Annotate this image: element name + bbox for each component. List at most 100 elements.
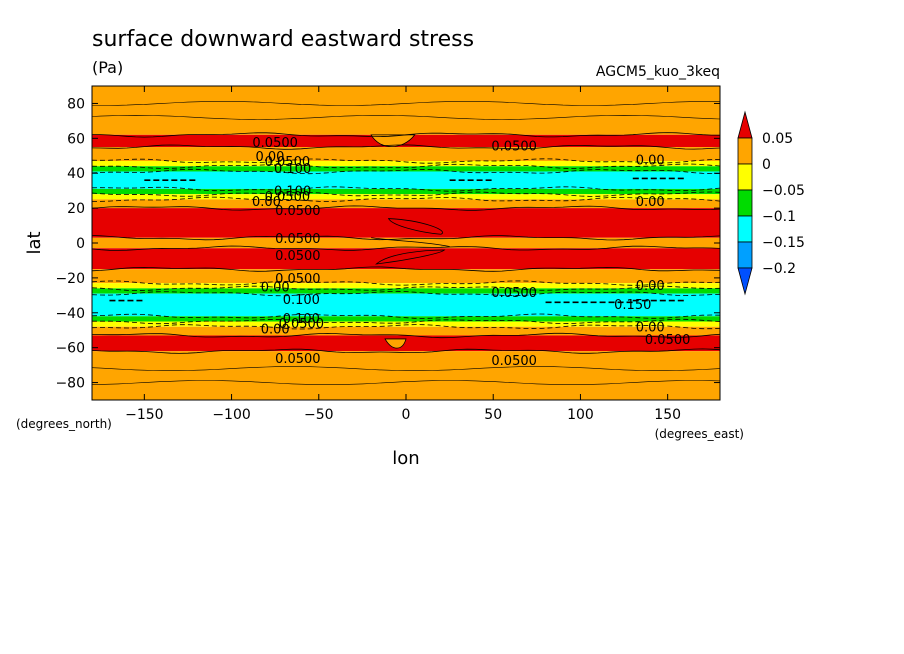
contour-line-17 xyxy=(92,324,720,330)
south-jet-gap xyxy=(384,338,407,349)
colorbar: 0.05 0 −0.05 −0.1 −0.15 −0.2 xyxy=(737,110,805,296)
contour-label-16: 0.00 xyxy=(636,279,665,294)
contour-line-13 xyxy=(92,285,720,292)
x-tick-label-3: 0 xyxy=(402,407,411,423)
y-axis: 80 60 40 20 0 −20 −40 −60 −80 xyxy=(55,96,720,392)
contour-line-16 xyxy=(92,318,720,325)
contour-line-11 xyxy=(92,266,720,272)
contour-line-6 xyxy=(92,191,720,197)
contour-label-5: 0.100 xyxy=(274,162,311,177)
colorbar-label-2: −0.05 xyxy=(762,183,805,199)
contour-label-2: 0.00 xyxy=(255,150,284,165)
band-16 xyxy=(92,316,720,322)
y-tick-label-6: −40 xyxy=(55,306,85,322)
stress-bands xyxy=(92,86,720,400)
map-features xyxy=(109,134,686,349)
band-15 xyxy=(92,293,720,317)
outer-contour-2 xyxy=(92,366,720,372)
band-14 xyxy=(92,288,720,294)
band-6 xyxy=(92,188,720,195)
band-18 xyxy=(92,326,720,336)
outer-contour-3 xyxy=(92,380,720,385)
band-19 xyxy=(92,335,720,352)
contour-label-20: 0.0500 xyxy=(279,317,325,332)
contour-line-4 xyxy=(92,168,720,175)
south-equatorial-contour xyxy=(375,249,446,265)
contour-lines xyxy=(92,101,720,385)
band-5 xyxy=(92,171,720,189)
contour-label-12: 0.0500 xyxy=(275,249,321,264)
north-jet-gap xyxy=(370,134,416,148)
contour-line-8 xyxy=(92,205,720,211)
colorbar-label-5: −0.2 xyxy=(762,261,796,277)
x-tick-label-6: 150 xyxy=(654,407,681,423)
contour-label-15: 0.0500 xyxy=(491,286,537,301)
contour-label-1: 0.0500 xyxy=(491,139,537,154)
contour-label-25: 0.0500 xyxy=(491,354,537,369)
contour-label-4: 0.00 xyxy=(636,153,665,168)
y-tick-label-3: 20 xyxy=(67,201,85,217)
contour-line-15 xyxy=(92,313,720,319)
contour-label-19: 0.100 xyxy=(283,312,320,327)
contour-line-0 xyxy=(92,132,720,138)
contour-line-2 xyxy=(92,158,720,164)
band-4 xyxy=(92,166,720,172)
dataset-label: AGCM5_kuo_3keq xyxy=(596,64,720,80)
contour-label-6: 0.100 xyxy=(274,185,311,200)
north-equatorial-contour xyxy=(387,218,443,235)
band-2 xyxy=(92,147,720,162)
colorbar-top-arrow xyxy=(737,110,753,139)
x-tick-label-5: 100 xyxy=(567,407,594,423)
contour-label-18: 0.150 xyxy=(614,298,651,313)
x-axis-label: lon xyxy=(392,448,419,469)
contour-line-10 xyxy=(92,245,720,251)
contour-label-11: 0.0500 xyxy=(275,232,321,247)
y-tick-label-7: −60 xyxy=(55,341,85,357)
y-tick-label-2: 40 xyxy=(67,166,85,182)
colorbar-segment-2 xyxy=(737,163,753,191)
contour-label-17: 0.100 xyxy=(283,293,320,308)
contour-label-3: 0.0500 xyxy=(265,155,311,170)
y-units-label: (degrees_north) xyxy=(16,417,112,431)
x-tick-label-2: −50 xyxy=(304,407,334,423)
colorbar-label-3: −0.1 xyxy=(762,209,796,225)
contour-line-19 xyxy=(92,348,720,354)
x-tick-label-4: 50 xyxy=(484,407,502,423)
y-tick-label-4: 0 xyxy=(76,236,85,252)
outer-contour-1 xyxy=(92,114,720,120)
contour-label-10: 0.00 xyxy=(636,195,665,210)
y-axis-label: lat xyxy=(24,231,45,254)
contour-label-0: 0.0500 xyxy=(252,136,298,151)
contour-label-13: 0.0500 xyxy=(275,272,321,287)
chart-units: (Pa) xyxy=(92,58,123,77)
equatorial-contour xyxy=(371,237,450,247)
contour-label-14: 0.00 xyxy=(261,281,290,296)
x-units-label: (degrees_east) xyxy=(655,427,744,441)
contour-label-7: 0.0500 xyxy=(265,190,311,205)
colorbar-segment-3 xyxy=(737,189,753,217)
band-17 xyxy=(92,321,720,327)
contour-label-8: 0.00 xyxy=(252,195,281,210)
y-tick-label-8: −80 xyxy=(55,376,85,392)
y-tick-label-0: 80 xyxy=(67,96,85,112)
colorbar-segment-4 xyxy=(737,215,753,243)
band-13 xyxy=(92,283,720,289)
colorbar-label-1: 0 xyxy=(762,157,771,173)
contour-line-18 xyxy=(92,332,720,339)
contour-label-24: 0.0500 xyxy=(275,352,321,367)
outer-contour-0 xyxy=(92,101,720,106)
contour-line-12 xyxy=(92,280,720,286)
band-7 xyxy=(92,194,720,200)
contour-line-3 xyxy=(92,163,720,169)
contour-line-1 xyxy=(92,144,720,150)
contour-label-21: 0.00 xyxy=(261,322,290,337)
x-tick-label-1: −100 xyxy=(212,407,250,423)
colorbar-segment-5 xyxy=(737,241,753,269)
band-9 xyxy=(92,208,720,238)
colorbar-label-0: 0.05 xyxy=(762,131,793,147)
colorbar-label-4: −0.15 xyxy=(762,235,805,251)
band-8 xyxy=(92,199,720,209)
contour-line-9 xyxy=(92,235,720,241)
